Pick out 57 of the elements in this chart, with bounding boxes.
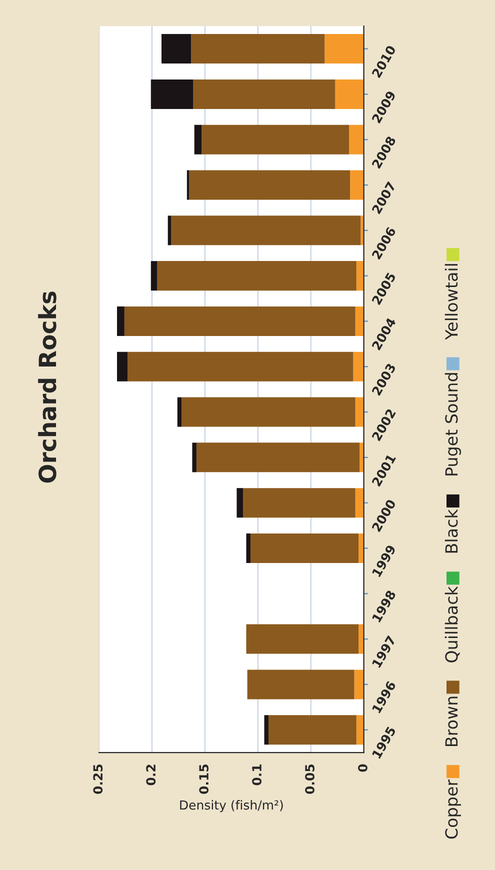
bar <box>157 261 356 291</box>
bar <box>236 488 244 518</box>
bar <box>124 306 356 336</box>
bar <box>192 442 196 472</box>
legend-label: Quillback <box>444 586 460 662</box>
bar <box>202 124 349 154</box>
bar <box>246 624 359 654</box>
bar <box>356 261 364 291</box>
bar <box>264 715 268 745</box>
legend-label: Black <box>444 509 458 553</box>
legend-label: Brown <box>445 696 458 746</box>
x-tick-label: 0.1 <box>252 764 262 786</box>
bar <box>358 624 364 654</box>
bar <box>171 216 361 246</box>
bar <box>354 670 364 700</box>
legend-label: Puget Sound <box>444 373 461 476</box>
x-axis-title: Density (fish/m²) <box>180 800 283 812</box>
bar <box>250 533 359 563</box>
x-tick-label: 0.25 <box>93 764 103 794</box>
bar <box>358 533 364 563</box>
x-tick-label: 0.2 <box>146 764 156 786</box>
bar <box>247 670 354 700</box>
bar <box>168 216 172 246</box>
bar <box>353 352 364 382</box>
bar <box>117 306 124 336</box>
bar <box>150 79 194 109</box>
x-tick-label: 0 <box>358 764 368 772</box>
bar <box>324 34 364 64</box>
bar <box>360 216 364 246</box>
bar <box>243 488 356 518</box>
bar <box>186 170 190 200</box>
bar <box>355 397 364 427</box>
bar <box>194 124 202 154</box>
bar <box>246 533 250 563</box>
legend-label: Copper <box>445 779 461 839</box>
legend-label: Yellowtail <box>444 264 458 340</box>
bar <box>150 261 158 291</box>
bar <box>355 306 364 336</box>
bar <box>191 34 325 64</box>
bar <box>360 442 364 472</box>
bar <box>355 488 364 518</box>
bar <box>177 397 182 427</box>
bar <box>162 34 192 64</box>
bar <box>196 442 360 472</box>
text: Orchard Rocks <box>38 292 56 483</box>
bar <box>335 79 364 109</box>
bar <box>182 397 356 427</box>
bar <box>128 352 354 382</box>
bar <box>193 79 336 109</box>
bar <box>348 124 364 154</box>
bar <box>268 715 356 745</box>
bar <box>350 170 364 200</box>
bar <box>117 352 128 382</box>
bar <box>356 715 364 745</box>
x-tick-label: 0.15 <box>199 764 209 794</box>
x-tick-label: 0.05 <box>305 764 314 794</box>
bar <box>189 170 350 200</box>
